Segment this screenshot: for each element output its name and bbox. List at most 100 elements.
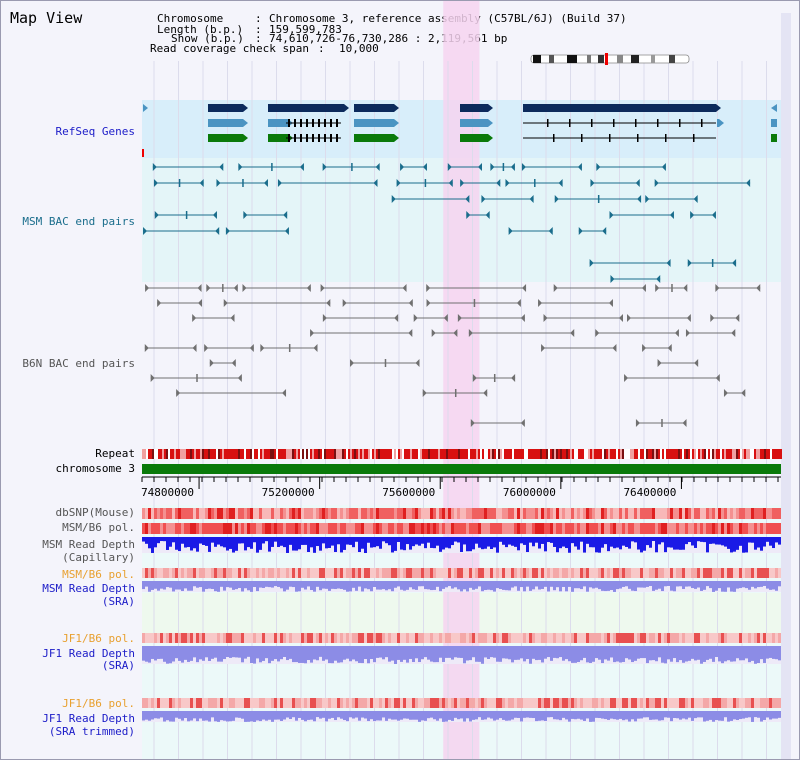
jf1-b6-pol-2-strip: [688, 698, 691, 708]
jf1-b6-pol-2-strip: [667, 698, 670, 708]
dbsnp-strip: [316, 508, 319, 519]
msm-b6-pol-strip: [613, 523, 616, 534]
msm-depth-capillary-bar: [424, 537, 427, 549]
msm-b6-pol-2-strip: [556, 568, 559, 578]
jf1-b6-pol-2-strip: [760, 698, 763, 708]
jf1-b6-pol-2-strip: [286, 698, 289, 708]
b6n-bac-pair-end: [686, 314, 691, 322]
jf1-depth-trim-bar: [247, 711, 250, 722]
jf1-b6-pol-strip: [430, 633, 433, 643]
jf1-depth-trim-bar: [295, 711, 298, 721]
msm-b6-pol-strip: [703, 523, 706, 534]
repeat-segment: [506, 449, 508, 459]
jf1-b6-pol-strip: [463, 633, 466, 643]
jf1-b6-pol-2-strip: [658, 698, 661, 708]
msm-bac-pair-end: [465, 195, 470, 203]
msm-b6-pol-2-strip: [535, 568, 538, 578]
jf1-b6-pol-strip: [418, 633, 421, 643]
jf1-b6-pol-strip: [196, 633, 199, 643]
dbsnp-strip: [181, 508, 184, 519]
msm-depth-capillary-bar: [568, 537, 571, 553]
jf1-b6-pol-strip: [598, 633, 601, 643]
msm-depth-capillary-bar: [577, 537, 580, 550]
jf1-depth-trim-bar: [718, 711, 721, 721]
jf1-b6-pol-2-strip: [502, 698, 505, 708]
jf1-b6-pol-2-strip: [283, 698, 286, 708]
jf1-b6-pol-strip: [661, 633, 664, 643]
msm-depth-capillary-bar: [760, 537, 763, 551]
msm-bac-pair-end: [505, 179, 510, 187]
msm-depth-sra-bar: [454, 581, 457, 588]
jf1-b6-pol-2-strip: [718, 698, 721, 708]
jf1-depth-trim-bar: [451, 711, 454, 721]
dbsnp-strip: [349, 508, 352, 519]
repeat-segment: [752, 449, 754, 459]
jf1-b6-pol-2-strip: [271, 698, 274, 708]
jf1-depth-sra-bar: [586, 646, 589, 663]
jf1-depth-sra-bar: [553, 646, 556, 658]
jf1-depth-trim-bar: [442, 711, 445, 722]
repeat-segment: [338, 449, 340, 459]
repeat-segment: [184, 449, 186, 459]
repeat-segment: [568, 449, 570, 459]
msm-b6-pol-2-strip: [742, 568, 745, 578]
msm-b6-pol-strip: [175, 523, 178, 534]
repeat-segment: [168, 449, 170, 459]
dbsnp-strip: [262, 508, 265, 519]
repeat-segment: [298, 449, 300, 459]
jf1-b6-pol-2-strip: [673, 698, 676, 708]
jf1-b6-pol-strip: [241, 633, 244, 643]
msm-depth-capillary-bar: [667, 537, 670, 548]
msm-b6-pol-2-strip: [418, 568, 421, 578]
dbsnp-strip: [391, 508, 394, 519]
jf1-depth-trim-bar: [160, 711, 163, 718]
dbsnp-strip: [625, 508, 628, 519]
msm-b6-pol-2-strip: [184, 568, 187, 578]
repeat-segment: [400, 449, 402, 459]
repeat-segment: [450, 449, 452, 459]
msm-depth-sra-bar: [463, 581, 466, 590]
msm-depth-sra-bar: [607, 581, 610, 591]
repeat-segment: [384, 449, 386, 459]
msm-b6-pol-2-strip: [442, 568, 445, 578]
msm-depth-capillary-bar: [694, 537, 697, 548]
msm-depth-capillary-bar: [517, 537, 520, 551]
jf1-depth-sra-bar: [457, 646, 460, 658]
b6n-bac-pair-end: [306, 284, 311, 292]
gene-model-arrow: [394, 104, 399, 112]
msm-depth-sra-bar: [499, 581, 502, 590]
msm-b6-pol-strip: [400, 523, 403, 534]
dbsnp-strip: [223, 508, 226, 519]
msm-b6-pol-strip: [406, 523, 409, 534]
repeat-segment: [586, 449, 588, 459]
msm-depth-capillary-bar: [196, 537, 199, 552]
b6n-bac-pair-end: [756, 284, 761, 292]
msm-depth-sra-bar: [592, 581, 595, 589]
jf1-b6-pol-2-strip: [535, 698, 538, 708]
jf1-depth-trim-bar: [364, 711, 367, 719]
msm-depth-capillary-bar: [514, 537, 517, 547]
coverage-key: Read coverage check span: [150, 42, 309, 55]
repeat-segment: [320, 449, 322, 459]
jf1-b6-pol-2-strip: [607, 698, 610, 708]
repeat-segment: [448, 449, 450, 459]
gene-exon: [569, 119, 571, 127]
msm-b6-pol-2-strip: [553, 568, 556, 578]
jf1-b6-pol-strip: [763, 633, 766, 643]
msm-depth-capillary-bar: [439, 537, 442, 552]
jf1-b6-pol-strip: [190, 633, 193, 643]
dbsnp-strip: [523, 508, 526, 519]
msm-depth-sra-bar: [415, 581, 418, 590]
repeat-segment: [296, 449, 298, 459]
msm-b6-pol-2-strip: [649, 568, 652, 578]
msm-b6-pol-strip: [253, 523, 256, 534]
track-label-msm-b6-pol: MSM/B6 pol.: [62, 521, 135, 534]
jf1-depth-trim-bar: [700, 711, 703, 718]
jf1-depth-sra-bar: [742, 646, 745, 661]
jf1-depth-sra-bar: [610, 646, 613, 658]
msm-b6-pol-strip: [283, 523, 286, 534]
dbsnp-strip: [430, 508, 433, 519]
gene-transcript: [717, 119, 719, 127]
msm-depth-capillary-bar: [199, 537, 202, 544]
